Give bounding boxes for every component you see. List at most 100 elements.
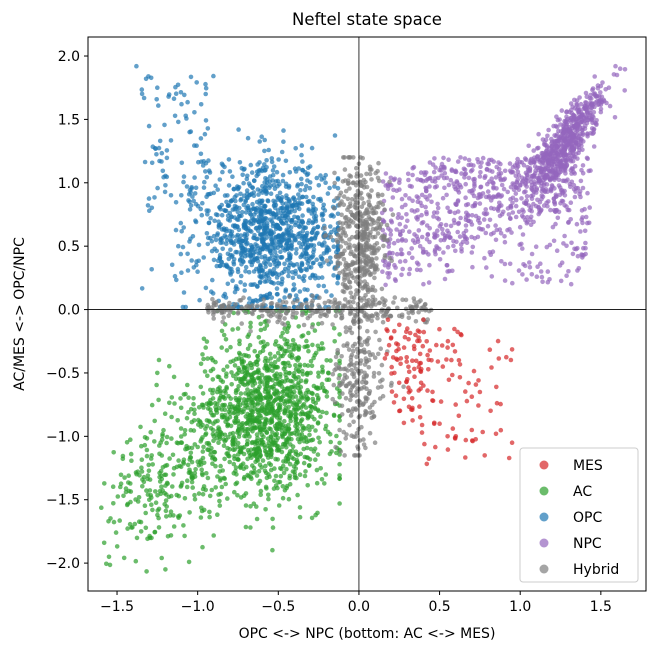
point-hybrid xyxy=(344,432,349,437)
point-npc xyxy=(528,160,534,166)
point-ac xyxy=(235,452,241,457)
point-ac xyxy=(239,356,244,362)
point-ac xyxy=(314,480,320,486)
point-hybrid xyxy=(338,449,344,454)
point-npc xyxy=(604,100,609,106)
point-npc xyxy=(463,171,469,176)
point-npc xyxy=(577,95,582,100)
point-hybrid xyxy=(345,408,351,414)
point-npc xyxy=(385,271,390,276)
point-opc xyxy=(145,203,151,208)
point-ac xyxy=(291,346,296,351)
point-npc xyxy=(571,112,576,118)
point-ac xyxy=(212,400,218,406)
point-ac xyxy=(251,465,257,471)
point-hybrid xyxy=(362,255,367,260)
point-opc xyxy=(259,212,265,218)
point-hybrid xyxy=(349,197,355,202)
point-hybrid xyxy=(377,337,382,343)
point-opc xyxy=(259,232,264,237)
point-ac xyxy=(219,432,225,437)
point-hybrid xyxy=(361,303,367,308)
point-ac xyxy=(291,430,297,436)
point-hybrid xyxy=(375,315,380,321)
point-ac xyxy=(217,498,222,504)
point-npc xyxy=(561,241,566,246)
point-ac xyxy=(115,494,121,499)
point-npc xyxy=(487,217,493,223)
point-ac xyxy=(217,385,222,390)
point-opc xyxy=(187,129,192,135)
point-opc xyxy=(243,237,249,243)
point-npc xyxy=(435,245,440,251)
point-ac xyxy=(286,426,292,432)
point-ac xyxy=(259,379,265,384)
point-hybrid xyxy=(373,227,379,232)
point-hybrid xyxy=(351,363,357,368)
point-ac xyxy=(198,361,204,367)
point-ac xyxy=(270,400,276,406)
point-opc xyxy=(213,237,219,243)
point-opc xyxy=(258,274,264,280)
point-opc xyxy=(169,262,175,268)
point-ac xyxy=(337,501,342,506)
point-ac xyxy=(293,363,298,368)
point-ac xyxy=(178,440,184,445)
point-opc xyxy=(305,238,310,243)
point-npc xyxy=(592,91,598,96)
point-opc xyxy=(214,263,220,269)
point-hybrid xyxy=(353,291,359,297)
point-npc xyxy=(455,159,461,164)
point-ac xyxy=(146,462,151,468)
point-opc xyxy=(296,202,301,208)
point-npc xyxy=(587,96,593,101)
point-hybrid xyxy=(343,233,349,238)
point-opc xyxy=(148,75,154,81)
point-ac xyxy=(155,512,160,518)
point-ac xyxy=(309,390,315,396)
point-opc xyxy=(311,249,316,255)
point-opc xyxy=(325,191,331,196)
point-hybrid xyxy=(340,281,346,287)
point-hybrid xyxy=(337,202,342,208)
point-opc xyxy=(203,118,209,123)
point-opc xyxy=(278,249,283,255)
point-ac xyxy=(171,472,176,477)
point-opc xyxy=(292,286,297,292)
point-ac xyxy=(182,496,188,501)
point-ac xyxy=(252,469,257,475)
point-npc xyxy=(572,97,577,103)
point-opc xyxy=(248,253,253,259)
point-ac xyxy=(300,368,305,374)
point-ac xyxy=(241,352,247,358)
point-npc xyxy=(583,251,588,257)
point-ac xyxy=(235,404,240,410)
point-ac xyxy=(183,391,188,397)
point-ac xyxy=(297,399,302,405)
point-opc xyxy=(222,227,227,233)
point-npc xyxy=(567,150,573,156)
point-npc xyxy=(536,211,541,217)
point-ac xyxy=(121,493,126,499)
point-hybrid xyxy=(372,275,377,281)
point-npc xyxy=(607,103,613,109)
point-ac xyxy=(124,440,130,445)
point-hybrid xyxy=(380,319,386,325)
point-opc xyxy=(193,185,199,191)
point-hybrid xyxy=(368,287,374,293)
point-opc xyxy=(173,227,179,233)
point-opc xyxy=(224,234,229,240)
point-ac xyxy=(163,498,169,503)
point-ac xyxy=(284,391,290,396)
point-opc xyxy=(283,288,288,294)
point-npc xyxy=(569,240,574,246)
point-ac xyxy=(245,456,250,462)
point-npc xyxy=(580,185,586,191)
point-npc xyxy=(544,158,549,163)
point-hybrid xyxy=(372,399,377,405)
point-opc xyxy=(155,185,160,191)
point-ac xyxy=(171,513,176,518)
point-hybrid xyxy=(330,371,336,377)
point-npc xyxy=(521,162,527,168)
point-ac xyxy=(218,476,223,481)
